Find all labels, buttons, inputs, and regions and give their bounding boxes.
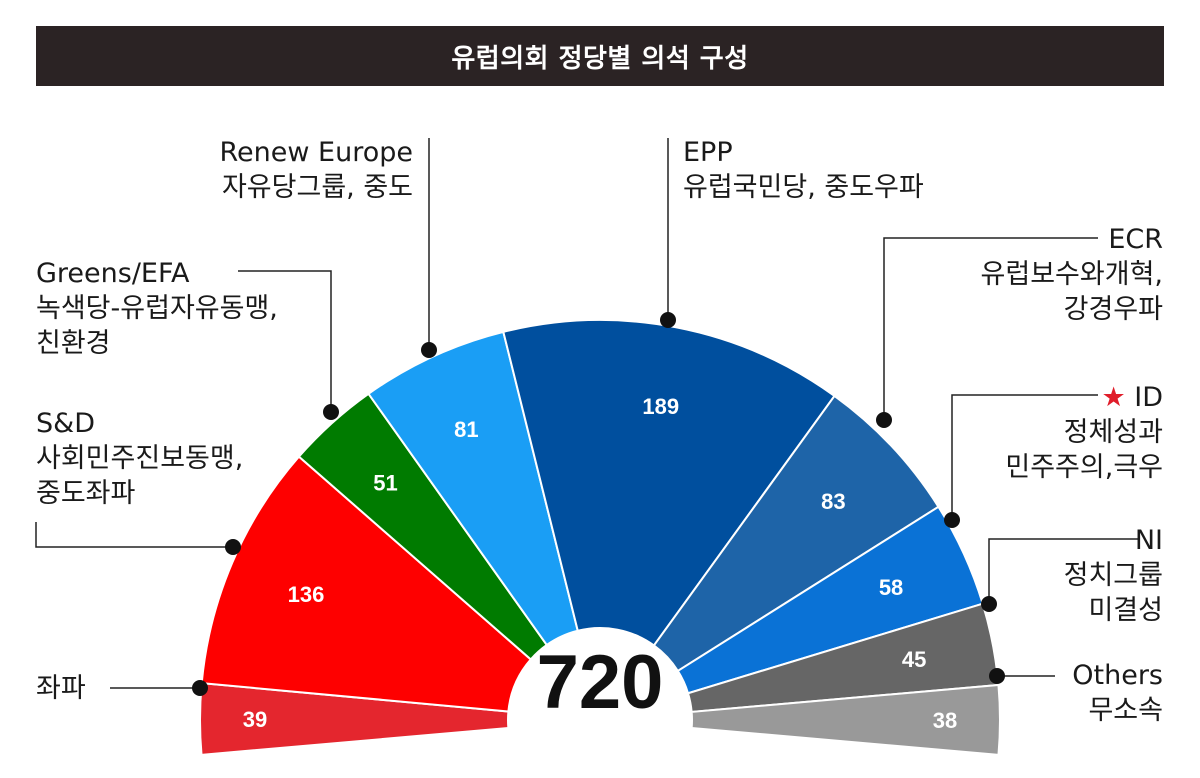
legend-description: 유럽보수와개혁, [981, 259, 1163, 290]
legend-name: Greens/EFA [36, 258, 190, 289]
leader-line [988, 538, 1140, 604]
leader-line [951, 394, 1098, 520]
leader-lines-group [35, 138, 1140, 696]
legend-description: 정체성과 [1064, 417, 1163, 448]
leader-dot [192, 680, 208, 696]
legend-name: EPP [683, 137, 733, 168]
total-seats: 720 [537, 640, 664, 725]
legend-description: 친환경 [36, 328, 111, 359]
value-label: 58 [879, 575, 903, 600]
legend-description: 미결성 [1088, 595, 1163, 626]
value-label: 38 [933, 708, 957, 733]
value-label: 39 [243, 707, 267, 732]
slices-group [199, 319, 1001, 756]
legend-name: ★ ID [1101, 382, 1163, 413]
legend-name: Others [1072, 660, 1163, 691]
star-icon: ★ [1101, 382, 1134, 413]
value-label: 189 [642, 394, 679, 419]
leader-dot [660, 312, 676, 328]
leader-line [238, 270, 332, 412]
legend-description: 무소속 [1088, 695, 1163, 726]
legend-description: 녹색당-유럽자유동맹, [36, 293, 278, 324]
leader-dot [323, 404, 339, 420]
value-label: 81 [454, 417, 478, 442]
legend-description: 정치그룹 [1064, 560, 1163, 591]
legend-description: 중도좌파 [36, 478, 136, 509]
leader-dot [225, 539, 241, 555]
leader-dot [876, 412, 892, 428]
value-label: 45 [902, 647, 926, 672]
slice-ecr [652, 394, 940, 673]
leader-line [883, 237, 1098, 420]
legend-description: 사회민주진보동맹, [36, 443, 243, 474]
leader-line [35, 522, 233, 548]
value-label: 51 [373, 471, 397, 496]
value-label: 136 [288, 582, 325, 607]
legend-description: 강경우파 [1064, 294, 1164, 325]
legend-name: S&D [36, 408, 95, 439]
legend-name: ECR [1108, 224, 1163, 255]
leader-dot [421, 342, 437, 358]
chart-title: 유럽의회 정당별 의석 구성 [36, 26, 1164, 86]
legend-name: NI [1135, 525, 1163, 556]
legend-description: 유럽국민당, 중도우파 [683, 172, 924, 203]
labels-group: 39 136 51 81 189 83 58 45 38 좌파 S&D 사회민주진보동맹, 중도좌파 Gr… [36, 137, 1163, 733]
legend-name: 좌파 [36, 673, 86, 704]
leader-dot [981, 596, 997, 612]
legend-name: Renew Europe [220, 137, 414, 168]
leader-dot [989, 668, 1005, 684]
legend-description: 민주주의,극우 [1005, 452, 1163, 483]
slice-others [690, 683, 1001, 756]
value-label: 83 [821, 489, 845, 514]
legend-description: 자유당그룹, 중도 [222, 172, 413, 203]
leader-dot [944, 512, 960, 528]
slice-epp [502, 319, 836, 647]
slice-s-d [200, 455, 533, 713]
